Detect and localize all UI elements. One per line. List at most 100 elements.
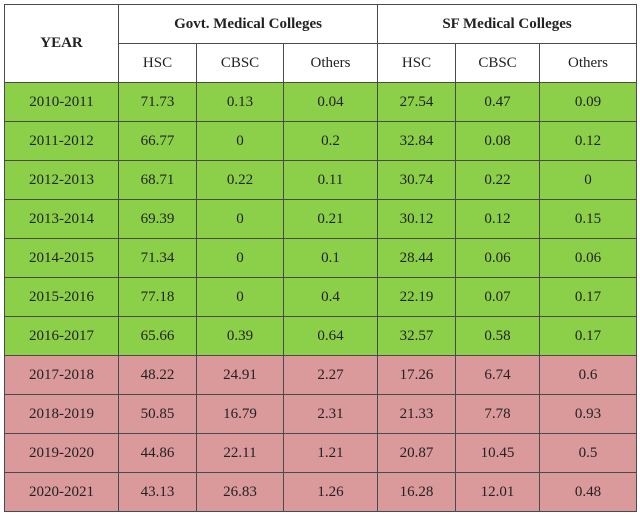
govt-others-header: Others [282,43,379,83]
sf-cbsc-cell: 0.58 [455,316,541,356]
govt-others-cell: 2.31 [282,394,379,434]
govt-hsc-header: HSC [118,43,197,83]
sf-medical-colleges-header: SF Medical Colleges [377,4,638,44]
sf-others-header: Others [539,43,638,83]
govt-hsc-cell: 43.13 [118,472,197,512]
sf-hsc-cell: 28.44 [377,238,457,278]
table-row: 2016-2017 65.66 0.39 0.64 32.57 0.58 0.17 [4,316,638,356]
sf-others-cell: 0.06 [539,238,638,278]
govt-others-cell: 0.1 [282,238,379,278]
sf-others-cell: 0.17 [539,316,638,356]
sf-hsc-cell: 32.84 [377,121,457,161]
govt-hsc-cell: 66.77 [118,121,197,161]
year-cell: 2016-2017 [4,316,119,356]
year-cell: 2013-2014 [4,199,119,239]
table-row: 2015-2016 77.18 0 0.4 22.19 0.07 0.17 [4,277,638,317]
sf-cbsc-cell: 7.78 [455,394,541,434]
govt-hsc-cell: 68.71 [118,160,197,200]
govt-hsc-cell: 71.34 [118,238,197,278]
sf-hsc-header: HSC [377,43,457,83]
table-row: 2017-2018 48.22 24.91 2.27 17.26 6.74 0.6 [4,355,638,395]
sf-hsc-cell: 30.12 [377,199,457,239]
year-cell: 2015-2016 [4,277,119,317]
sf-others-cell: 0.17 [539,277,638,317]
govt-others-cell: 0.64 [282,316,379,356]
govt-hsc-cell: 65.66 [118,316,197,356]
table-row: 2013-2014 69.39 0 0.21 30.12 0.12 0.15 [4,199,638,239]
sf-cbsc-cell: 12.01 [455,472,541,512]
sf-hsc-cell: 20.87 [377,433,457,473]
govt-others-cell: 1.21 [282,433,379,473]
govt-others-cell: 0.21 [282,199,379,239]
table-row: 2011-2012 66.77 0 0.2 32.84 0.08 0.12 [4,121,638,161]
sf-others-cell: 0.09 [539,82,638,122]
govt-cbsc-cell: 0 [196,199,284,239]
sf-others-cell: 0.5 [539,433,638,473]
govt-cbsc-cell: 24.91 [196,355,284,395]
table-row: 2018-2019 50.85 16.79 2.31 21.33 7.78 0.93 [4,394,638,434]
govt-cbsc-cell: 0.13 [196,82,284,122]
year-column-header: YEAR [4,4,119,83]
sf-cbsc-cell: 10.45 [455,433,541,473]
admissions-table: YEAR Govt. Medical Colleges SF Medical C… [4,4,638,512]
year-cell: 2014-2015 [4,238,119,278]
sf-hsc-cell: 16.28 [377,472,457,512]
govt-hsc-cell: 77.18 [118,277,197,317]
sf-others-cell: 0 [539,160,638,200]
govt-cbsc-cell: 22.11 [196,433,284,473]
sf-cbsc-cell: 0.07 [455,277,541,317]
sf-cbsc-cell: 0.47 [455,82,541,122]
govt-hsc-cell: 71.73 [118,82,197,122]
govt-medical-colleges-header: Govt. Medical Colleges [117,4,379,44]
table-row: 2012-2013 68.71 0.22 0.11 30.74 0.22 0 [4,160,638,200]
sf-others-cell: 0.6 [539,355,638,395]
year-cell: 2018-2019 [4,394,119,434]
govt-hsc-cell: 69.39 [118,199,197,239]
govt-others-cell: 0.2 [282,121,379,161]
govt-others-cell: 1.26 [282,472,379,512]
govt-cbsc-cell: 0 [196,121,284,161]
year-cell: 2020-2021 [4,472,119,512]
govt-cbsc-cell: 0.39 [196,316,284,356]
sf-others-cell: 0.12 [539,121,638,161]
govt-hsc-cell: 48.22 [118,355,197,395]
table-row: 2010-2011 71.73 0.13 0.04 27.54 0.47 0.09 [4,82,638,122]
govt-hsc-cell: 50.85 [118,394,197,434]
sf-hsc-cell: 21.33 [377,394,457,434]
year-cell: 2017-2018 [4,355,119,395]
table-body: 2010-2011 71.73 0.13 0.04 27.54 0.47 0.09 2011-… [4,82,638,512]
govt-others-cell: 0.11 [282,160,379,200]
sf-cbsc-header: CBSC [455,43,541,83]
year-cell: 2012-2013 [4,160,119,200]
year-cell: 2011-2012 [4,121,119,161]
year-cell: 2019-2020 [4,433,119,473]
sf-hsc-cell: 30.74 [377,160,457,200]
sf-cbsc-cell: 0.12 [455,199,541,239]
sf-hsc-cell: 27.54 [377,82,457,122]
sf-hsc-cell: 22.19 [377,277,457,317]
govt-others-cell: 0.04 [282,82,379,122]
table-row: 2020-2021 43.13 26.83 1.26 16.28 12.01 0.48 [4,472,638,512]
table-header: YEAR Govt. Medical Colleges SF Medical C… [4,4,638,83]
sf-hsc-cell: 17.26 [377,355,457,395]
govt-cbsc-header: CBSC [196,43,284,83]
year-cell: 2010-2011 [4,82,119,122]
table-row: 2014-2015 71.34 0 0.1 28.44 0.06 0.06 [4,238,638,278]
govt-others-cell: 2.27 [282,355,379,395]
sf-cbsc-cell: 0.06 [455,238,541,278]
sf-hsc-cell: 32.57 [377,316,457,356]
sf-cbsc-cell: 0.08 [455,121,541,161]
sf-cbsc-cell: 0.22 [455,160,541,200]
govt-cbsc-cell: 0 [196,238,284,278]
govt-hsc-cell: 44.86 [118,433,197,473]
sf-others-cell: 0.93 [539,394,638,434]
sf-others-cell: 0.48 [539,472,638,512]
govt-cbsc-cell: 26.83 [196,472,284,512]
govt-cbsc-cell: 0.22 [196,160,284,200]
table-row: 2019-2020 44.86 22.11 1.21 20.87 10.45 0.5 [4,433,638,473]
govt-others-cell: 0.4 [282,277,379,317]
govt-cbsc-cell: 16.79 [196,394,284,434]
govt-cbsc-cell: 0 [196,277,284,317]
sf-others-cell: 0.15 [539,199,638,239]
sf-cbsc-cell: 6.74 [455,355,541,395]
